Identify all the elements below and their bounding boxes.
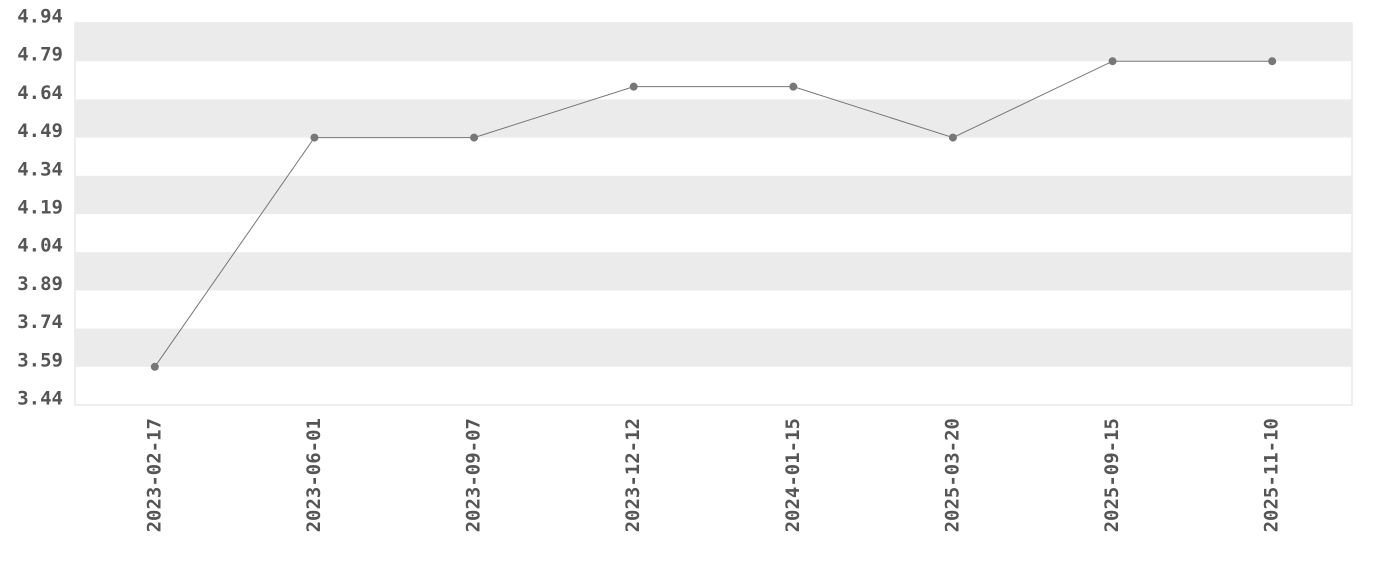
x-tick-label: 2025-03-20 bbox=[941, 418, 963, 532]
x-tick-label: 2023-12-12 bbox=[622, 418, 644, 532]
y-tick-label: 3.89 bbox=[17, 273, 63, 295]
grid-band bbox=[75, 175, 1352, 214]
grid-band bbox=[75, 252, 1352, 291]
y-tick-label: 4.94 bbox=[17, 6, 63, 28]
data-line bbox=[154, 60, 1273, 368]
grid-band bbox=[75, 99, 1352, 138]
x-tick-label: 2024-01-15 bbox=[782, 418, 804, 532]
data-point bbox=[470, 133, 479, 142]
y-tick-label: 3.74 bbox=[17, 311, 63, 333]
y-tick-label: 4.64 bbox=[17, 82, 63, 104]
y-tick-label: 4.49 bbox=[17, 120, 63, 142]
y-tick-label: 4.79 bbox=[17, 44, 63, 66]
data-point bbox=[789, 82, 798, 91]
data-point bbox=[948, 133, 957, 142]
x-tick-label: 2023-06-01 bbox=[303, 418, 325, 532]
x-tick-label: 2023-02-17 bbox=[143, 418, 165, 532]
x-tick-label: 2025-09-15 bbox=[1101, 418, 1123, 532]
grid-band bbox=[75, 23, 1352, 62]
x-tick-label: 2023-09-07 bbox=[463, 418, 485, 532]
x-tick-label: 2025-11-10 bbox=[1261, 418, 1283, 532]
y-tick-label: 3.59 bbox=[17, 349, 63, 371]
data-point bbox=[150, 362, 159, 371]
data-point bbox=[629, 82, 638, 91]
data-point bbox=[310, 133, 319, 142]
grid-band bbox=[75, 328, 1352, 367]
data-point bbox=[1108, 57, 1117, 66]
data-point bbox=[1268, 57, 1277, 66]
y-tick-label: 4.04 bbox=[17, 235, 63, 257]
y-tick-label: 4.19 bbox=[17, 197, 63, 219]
y-tick-label: 3.44 bbox=[17, 388, 63, 410]
y-tick-label: 4.34 bbox=[17, 158, 63, 180]
